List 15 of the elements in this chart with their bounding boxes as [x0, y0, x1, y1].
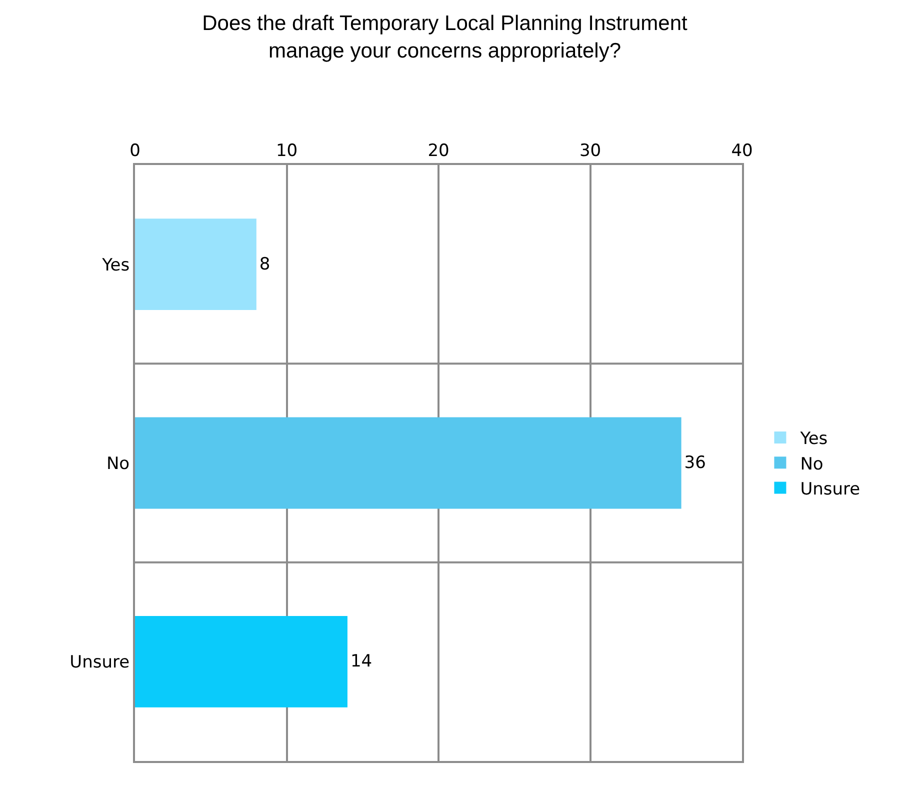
data-label: 8	[259, 254, 270, 274]
y-tick-label: Unsure	[70, 652, 130, 673]
y-tick-label: Yes	[101, 255, 130, 276]
legend-label: Yes	[799, 429, 828, 450]
y-tick-label: No	[106, 454, 130, 474]
x-tick-label: 10	[276, 141, 298, 162]
chart-title: Does the draft Temporary Local Planning Instrument manage your concerns appropriately?	[202, 12, 688, 62]
x-tick-label: 40	[731, 141, 753, 162]
legend-label: No	[800, 454, 824, 474]
data-label: 14	[350, 652, 372, 672]
x-tick-label: 30	[579, 141, 602, 162]
data-label: 36	[684, 453, 706, 473]
x-tick-label: 20	[428, 141, 450, 162]
legend-label: Unsure	[800, 479, 860, 500]
x-tick-label: 0	[130, 141, 140, 162]
